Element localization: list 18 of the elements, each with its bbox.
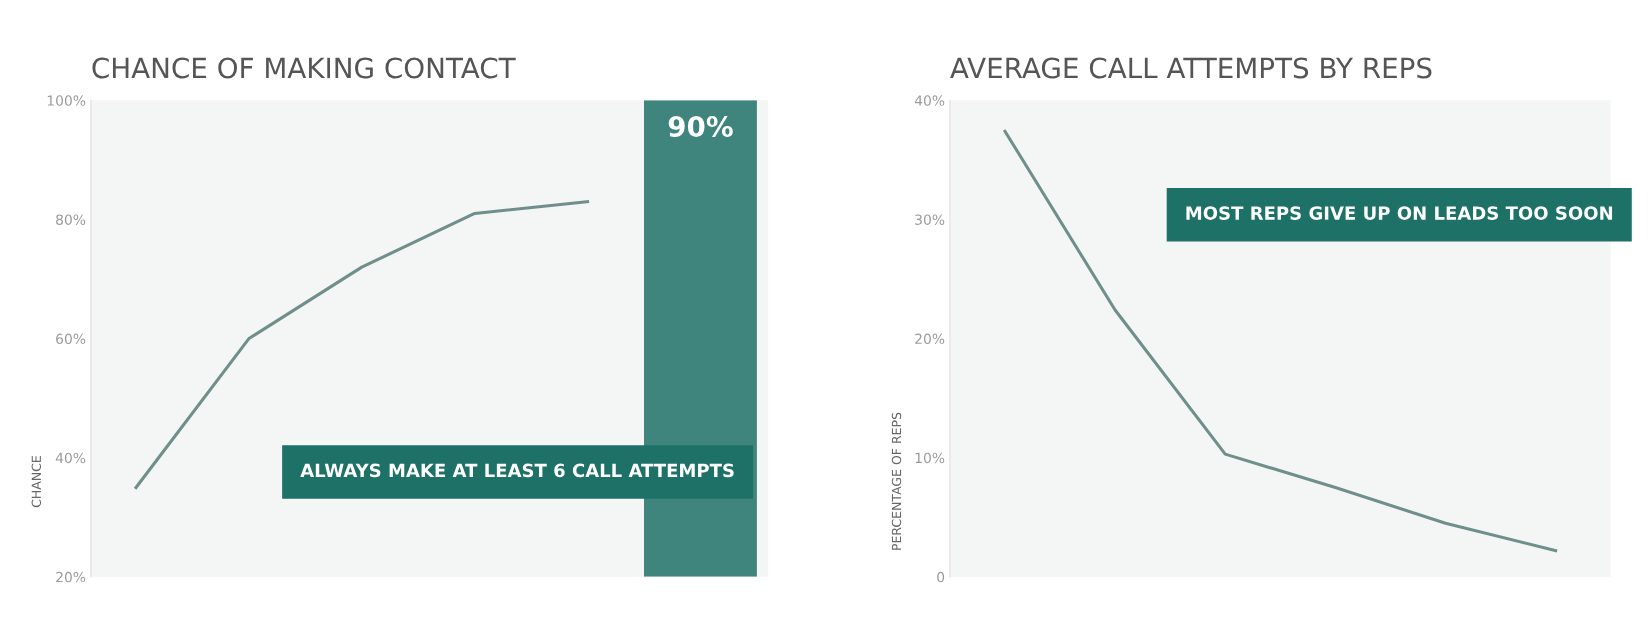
y-axis-title: CHANCE bbox=[31, 456, 42, 508]
line-series bbox=[1003, 129, 1558, 553]
y-axis-title: PERCENTAGE OF REPS bbox=[891, 412, 902, 550]
y-tick-label: 10% bbox=[915, 452, 945, 464]
y-tick-label: 20% bbox=[915, 333, 945, 345]
annotation: MOST REPS GIVE UP ON LEADS TOO SOON bbox=[1186, 206, 1613, 220]
annotation: ALWAYS MAKE AT LEAST 6 CALL ATTEMPTS bbox=[300, 463, 734, 478]
y-tick-label: 40% bbox=[914, 95, 945, 106]
y-tick-label: 100% bbox=[47, 95, 86, 106]
y-tick-label: 80% bbox=[56, 214, 86, 225]
chart-title: CHANCE OF MAKING CONTACT bbox=[92, 57, 516, 79]
chart-title: AVERAGE CALL ATTEMPTS BY REPS bbox=[950, 57, 1432, 79]
y-tick-label: 20% bbox=[56, 571, 86, 583]
y-tick-label: 0 bbox=[937, 571, 945, 583]
y-tick-label: 30% bbox=[915, 214, 945, 225]
y-tick-label: 40% bbox=[55, 452, 86, 464]
y-tick-label: 60% bbox=[56, 333, 86, 345]
annotation: 90% bbox=[668, 115, 733, 137]
